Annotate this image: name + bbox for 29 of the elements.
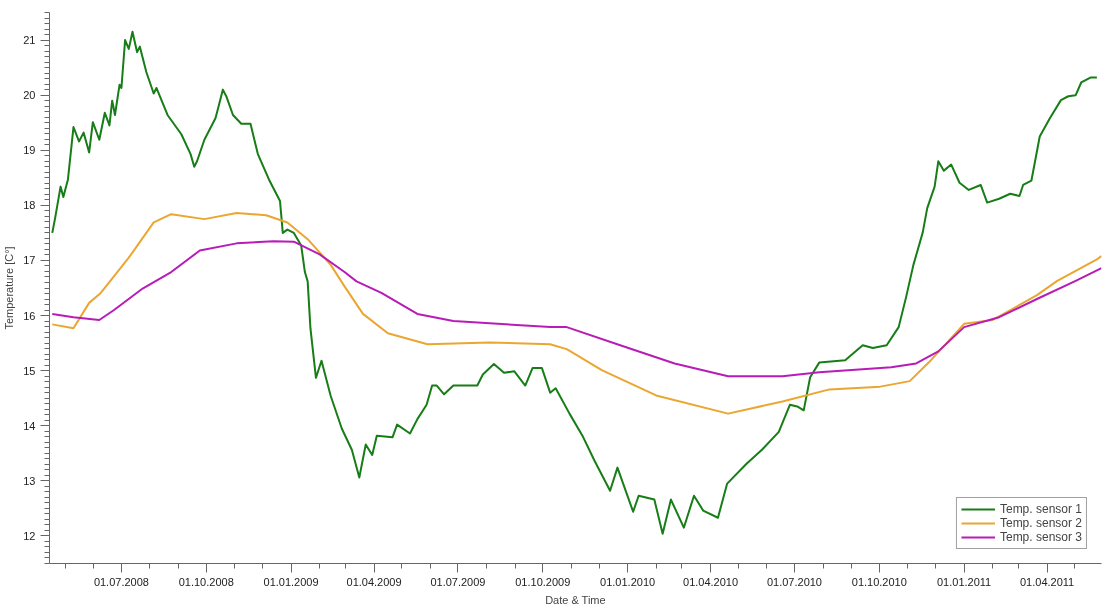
y-tick-label: 12 <box>23 529 36 542</box>
y-tick-label: 20 <box>23 89 36 102</box>
legend-label: Temp. sensor 3 <box>999 530 1082 544</box>
y-axis-title: Temperature [C°] <box>3 246 16 330</box>
y-tick-label: 15 <box>23 364 36 377</box>
x-tick-label: 01.07.2008 <box>93 575 149 588</box>
x-tick-label: 01.07.2009 <box>430 575 486 588</box>
y-tick-label: 18 <box>23 199 36 212</box>
legend-label: Temp. sensor 2 <box>999 516 1082 530</box>
x-axis-title: Date & Time <box>545 593 606 606</box>
x-tick-label: 01.10.2010 <box>851 575 907 588</box>
y-tick-label: 21 <box>23 34 36 47</box>
legend-label: Temp. sensor 1 <box>999 502 1082 516</box>
x-tick-label: 01.10.2008 <box>178 575 234 588</box>
x-tick-label: 01.10.2009 <box>515 575 571 588</box>
x-tick-label: 01.04.2011 <box>1019 575 1075 588</box>
line-series <box>51 240 1102 378</box>
y-tick-label: 14 <box>23 419 36 432</box>
y-tick-label: 17 <box>23 254 36 267</box>
y-tick-label: 16 <box>23 309 36 322</box>
y-tick-label: 13 <box>23 474 36 487</box>
x-tick-label: 01.01.2010 <box>600 575 656 588</box>
x-tick-label: 01.04.2010 <box>683 575 739 588</box>
y-tick-label: 19 <box>23 144 36 157</box>
x-tick-label: 01.01.2009 <box>263 575 319 588</box>
x-tick-label: 01.01.2011 <box>937 575 992 588</box>
line-series <box>51 212 1102 415</box>
x-tick-label: 01.04.2009 <box>346 575 402 588</box>
x-tick-label: 01.07.2010 <box>766 575 823 588</box>
